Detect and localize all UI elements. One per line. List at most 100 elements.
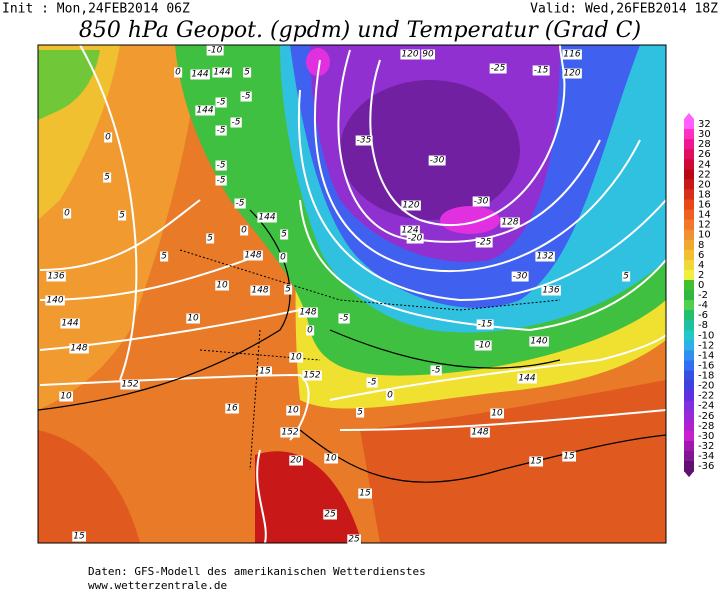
colorbar-cell (684, 269, 694, 281)
contour-label: 5 (285, 285, 291, 295)
colorbar-label: 0 (698, 280, 704, 291)
contour-label: -10 (476, 341, 491, 351)
contour-label-box (284, 284, 293, 295)
contour-label: 140 (46, 296, 63, 306)
website: www.wetterzentrale.de (88, 579, 227, 590)
contour-label: -5 (242, 92, 251, 102)
contour-label: 0 (64, 209, 70, 219)
colorbar-cell (684, 380, 694, 392)
contour-label: 0 (387, 391, 393, 401)
contour-label: -30 (513, 272, 528, 282)
colorbar-label: 18 (698, 189, 711, 200)
colorbar-cell (684, 159, 694, 170)
colorbar-label: 32 (698, 119, 711, 130)
colorbar-label: 8 (698, 240, 704, 251)
contour-label-box (490, 408, 504, 419)
contour-label-box (306, 325, 315, 336)
contour-label-box (428, 155, 446, 166)
contour-label-box (529, 336, 549, 347)
contour-label-box (535, 251, 555, 262)
colorbar-label: 24 (698, 159, 711, 170)
contour-label: -30 (474, 197, 489, 207)
colorbar-label: -28 (698, 421, 714, 432)
colorbar: 32302826242220181614121086420-2-4-6-8-10… (684, 113, 714, 478)
contour-label: 148 (244, 251, 261, 261)
colorbar-label: 28 (698, 139, 711, 150)
contour-label-box (215, 280, 229, 291)
contour-label: 0 (175, 68, 181, 78)
colorbar-cell (684, 420, 694, 432)
contour-label-box (356, 407, 365, 418)
contour-label-box (280, 427, 300, 438)
contour-label-box (195, 105, 215, 116)
colorbar-cell (684, 290, 694, 301)
contour-label: -30 (430, 156, 445, 166)
contour-label: 25 (324, 510, 336, 520)
contour-label: 5 (357, 408, 363, 418)
colorbar-label: -8 (698, 320, 708, 331)
contour-label: 5 (244, 68, 250, 78)
colorbar-cell (684, 239, 694, 251)
contour-label: 148 (70, 344, 87, 354)
colorbar-label: 4 (698, 260, 704, 271)
contour-label: 10 (491, 409, 503, 419)
contour-label-box (298, 307, 318, 318)
contour-label: 5 (281, 230, 287, 240)
contour-label: -5 (368, 378, 377, 388)
colorbar-cell (684, 129, 694, 140)
contour-label: 5 (161, 252, 167, 262)
contour-label-box (529, 456, 543, 467)
contour-label-box (406, 233, 424, 244)
contour-label: 148 (299, 308, 316, 318)
contour-label: 148 (251, 286, 268, 296)
contour-label-box (258, 366, 272, 377)
contour-label: -15 (534, 66, 549, 76)
contour-label: -20 (408, 234, 423, 244)
contour-label: 15 (73, 532, 85, 542)
colorbar-cell (684, 440, 694, 452)
contour-label: -25 (477, 238, 492, 248)
colorbar-cell (684, 179, 694, 190)
colorbar-label: 10 (698, 230, 711, 241)
contour-label-box (215, 160, 227, 171)
contour-label: -5 (217, 98, 226, 108)
colorbar-label: -24 (698, 401, 714, 412)
colorbar-label: 22 (698, 169, 711, 180)
colorbar-cell (684, 360, 694, 371)
contour-label: 144 (196, 106, 213, 116)
colorbar-cell (684, 219, 694, 231)
contour-label: 120 (563, 69, 580, 79)
colorbar-cell (684, 370, 694, 382)
contour-label: 5 (207, 234, 213, 244)
contour-label: 0 (105, 133, 111, 143)
contour-label-box (500, 217, 520, 228)
contour-label-box (46, 271, 66, 282)
contour-label: 0 (241, 226, 247, 236)
contour-label-box (470, 427, 490, 438)
colorbar-cell (684, 119, 694, 130)
colorbar-cell (684, 300, 694, 311)
colorbar-label: -20 (698, 381, 714, 392)
contour-label-box (120, 379, 140, 390)
init-time: Init : Mon,24FEB2014 06Z (2, 2, 190, 17)
contour-labels: -10 0 144 144 5 -5 144 -5 -5 -5 0 -5 -5 5 -5 144 0 5 5 0 5 14… (45, 45, 631, 545)
contour-label: 128 (501, 218, 518, 228)
contour-label-box (174, 67, 183, 78)
contour-label: 15 (563, 452, 575, 462)
contour-label-box (289, 352, 303, 363)
colorbar-cell (684, 450, 694, 462)
colorbar-label: -14 (698, 350, 714, 361)
contour-label: -35 (357, 136, 372, 146)
contour-label: 136 (542, 286, 559, 296)
contour-label: 5 (623, 272, 629, 282)
colorbar-cell (684, 461, 694, 472)
contour-label-box (206, 45, 224, 56)
contour-label-box (45, 295, 65, 306)
contour-label-box (225, 403, 239, 414)
contour-label-box (355, 135, 373, 146)
contour-label-box (103, 172, 112, 183)
contour-label: 10 (216, 281, 228, 291)
contour-label-box (366, 377, 378, 388)
contour-label: 132 (536, 252, 553, 262)
